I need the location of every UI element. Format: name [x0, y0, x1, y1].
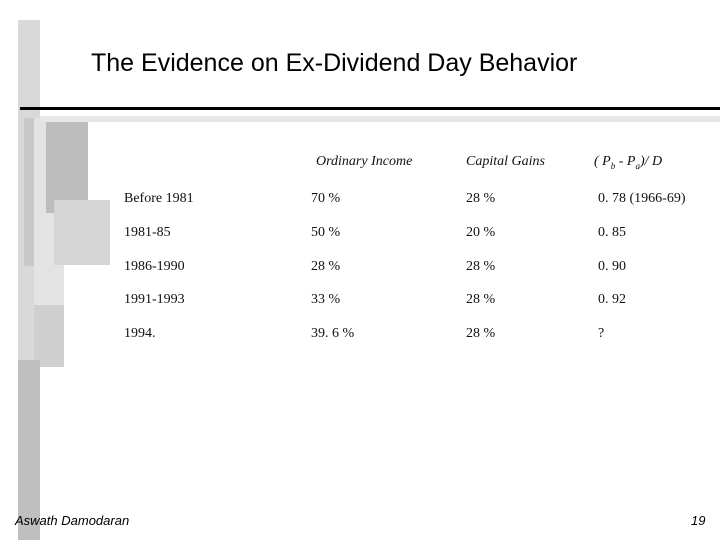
decor-bar-5: [54, 200, 110, 265]
decor-bar-4: [46, 118, 88, 213]
row-1-period: Before 1981: [124, 191, 194, 206]
row-5-period: 1994.: [124, 326, 156, 341]
row-1-ordinary: 70 %: [311, 191, 341, 206]
decor-bar-6: [34, 305, 64, 367]
row-3-ordinary: 28 %: [311, 259, 341, 274]
row-5-ordinary: 39. 6 %: [311, 326, 355, 341]
row-4-capital: 28 %: [466, 292, 496, 307]
slide-title: The Evidence on Ex-Dividend Day Behavior: [91, 49, 578, 77]
header-price-ratio: ( Pb - Pa)/ D: [594, 154, 663, 171]
header-ordinary-income: Ordinary Income: [316, 154, 413, 169]
row-1-ratio: 0. 78 (1966-69): [598, 191, 686, 206]
row-4-period: 1991-1993: [124, 292, 185, 307]
row-1-capital: 28 %: [466, 191, 496, 206]
row-2-ordinary: 50 %: [311, 225, 341, 240]
row-3-period: 1986-1990: [124, 259, 185, 274]
row-3-ratio: 0. 90: [598, 259, 626, 274]
page-number: 19: [691, 513, 706, 528]
row-2-period: 1981-85: [124, 225, 171, 240]
row-4-ordinary: 33 %: [311, 292, 341, 307]
header-capital-gains: Capital Gains: [466, 154, 545, 169]
row-5-ratio: ?: [598, 326, 605, 341]
decor-bar-7: [18, 360, 40, 540]
row-4-ratio: 0. 92: [598, 292, 626, 307]
row-3-capital: 28 %: [466, 259, 496, 274]
row-2-capital: 20 %: [466, 225, 496, 240]
row-2-ratio: 0. 85: [598, 225, 626, 240]
title-rule: [20, 107, 720, 110]
title-rule-shadow: [40, 116, 720, 122]
row-5-capital: 28 %: [466, 326, 496, 341]
footer-author: Aswath Damodaran: [15, 513, 130, 528]
